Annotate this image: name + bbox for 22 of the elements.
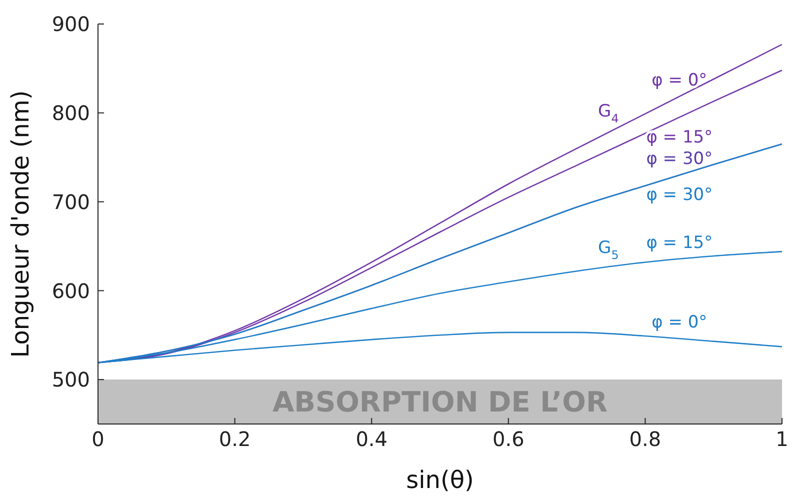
x-tick-label: 0 <box>92 427 104 452</box>
series-label: φ = 15° <box>646 127 713 148</box>
series-label: φ = 30° <box>646 185 713 206</box>
y-tick-label: 500 <box>52 368 90 392</box>
x-tick-label: 0.2 <box>218 427 251 452</box>
series-label: φ = 0° <box>652 70 708 90</box>
series-label: φ = 30° <box>646 149 713 170</box>
x-tick-label: 0.8 <box>629 427 662 452</box>
y-tick-label: 900 <box>52 12 90 36</box>
x-axis-title: sin(θ) <box>406 466 474 494</box>
x-tick-label: 0.4 <box>356 427 388 452</box>
annotation: G$_{4}$ <box>598 101 619 126</box>
annotation: G$_{5}$ <box>598 238 619 262</box>
series-label: φ = 15° <box>646 233 713 254</box>
x-tick-label: 1 <box>776 427 788 452</box>
y-tick-label: 700 <box>52 190 90 214</box>
series-label: φ = 0° <box>652 312 708 333</box>
y-tick-label: 800 <box>52 100 90 125</box>
y-tick-label: 600 <box>52 278 90 303</box>
x-tick-label: 0.6 <box>492 427 524 452</box>
y-axis-title: Longueur d'onde (nm) <box>6 90 35 358</box>
band-label: ABSORPTION DE L’OR <box>272 386 608 419</box>
